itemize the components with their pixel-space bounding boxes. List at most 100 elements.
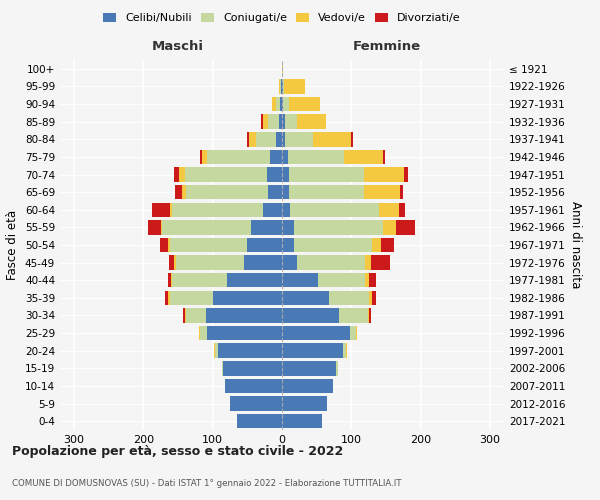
Bar: [223, 361, 282, 376]
Bar: [313, 132, 352, 146]
Bar: [343, 344, 346, 358]
Bar: [185, 168, 267, 181]
Bar: [280, 79, 281, 94]
Bar: [286, 132, 313, 146]
Bar: [176, 256, 244, 270]
Bar: [379, 202, 398, 217]
Bar: [404, 168, 407, 181]
Bar: [369, 273, 376, 287]
Bar: [383, 220, 396, 234]
Text: Popolazione per età, sesso e stato civile - 2022: Popolazione per età, sesso e stato civil…: [12, 444, 343, 458]
Bar: [284, 79, 305, 94]
Bar: [207, 150, 269, 164]
Bar: [152, 202, 170, 217]
Bar: [263, 114, 268, 129]
Bar: [283, 79, 284, 94]
Bar: [282, 185, 289, 200]
Bar: [170, 202, 172, 217]
Bar: [168, 238, 170, 252]
Bar: [398, 202, 406, 217]
Bar: [352, 132, 353, 146]
Bar: [282, 273, 318, 287]
Bar: [175, 256, 176, 270]
Bar: [282, 256, 297, 270]
Bar: [282, 114, 285, 129]
Bar: [289, 168, 364, 181]
Bar: [282, 150, 287, 164]
Bar: [186, 185, 268, 200]
Bar: [282, 378, 332, 393]
Bar: [212, 290, 282, 305]
Bar: [281, 79, 282, 94]
Bar: [282, 396, 327, 411]
Bar: [282, 344, 343, 358]
Bar: [185, 308, 186, 322]
Bar: [169, 256, 175, 270]
Text: Femmine: Femmine: [352, 40, 421, 53]
Bar: [295, 220, 383, 234]
Bar: [282, 414, 322, 428]
Bar: [200, 150, 202, 164]
Bar: [282, 290, 329, 305]
Bar: [256, 132, 277, 146]
Bar: [218, 344, 282, 358]
Bar: [282, 79, 283, 94]
Y-axis label: Fasce di età: Fasce di età: [7, 210, 19, 280]
Bar: [336, 361, 337, 376]
Bar: [269, 150, 282, 164]
Bar: [282, 308, 339, 322]
Bar: [339, 308, 368, 322]
Bar: [283, 97, 289, 112]
Bar: [368, 308, 370, 322]
Text: COMUNE DI DOMUSNOVAS (SU) - Dati ISTAT 1° gennaio 2022 - Elaborazione TUTTITALIA: COMUNE DI DOMUSNOVAS (SU) - Dati ISTAT 1…: [12, 478, 401, 488]
Bar: [251, 220, 282, 234]
Bar: [365, 273, 369, 287]
Bar: [282, 220, 295, 234]
Bar: [297, 114, 326, 129]
Bar: [289, 185, 364, 200]
Legend: Celibi/Nubili, Coniugati/e, Vedovi/e, Divorziati/e: Celibi/Nubili, Coniugati/e, Vedovi/e, Di…: [99, 8, 465, 28]
Bar: [184, 308, 185, 322]
Bar: [166, 290, 168, 305]
Bar: [202, 150, 207, 164]
Bar: [372, 290, 376, 305]
Y-axis label: Anni di nascita: Anni di nascita: [569, 202, 582, 288]
Bar: [297, 256, 365, 270]
Bar: [350, 326, 356, 340]
Bar: [244, 256, 282, 270]
Bar: [170, 238, 247, 252]
Bar: [371, 256, 390, 270]
Bar: [280, 97, 282, 112]
Bar: [171, 273, 172, 287]
Bar: [263, 202, 282, 217]
Bar: [225, 378, 282, 393]
Bar: [247, 238, 282, 252]
Bar: [215, 344, 218, 358]
Bar: [227, 273, 282, 287]
Bar: [383, 150, 385, 164]
Bar: [396, 220, 415, 234]
Bar: [200, 326, 207, 340]
Bar: [381, 238, 394, 252]
Bar: [199, 326, 200, 340]
Bar: [170, 290, 212, 305]
Bar: [329, 290, 370, 305]
Bar: [282, 168, 289, 181]
Bar: [370, 308, 371, 322]
Bar: [346, 344, 347, 358]
Bar: [268, 114, 278, 129]
Bar: [364, 185, 400, 200]
Bar: [186, 308, 206, 322]
Bar: [148, 220, 161, 234]
Bar: [344, 150, 383, 164]
Bar: [230, 396, 282, 411]
Bar: [272, 97, 276, 112]
Bar: [161, 220, 162, 234]
Bar: [276, 97, 280, 112]
Bar: [162, 220, 251, 234]
Bar: [207, 326, 282, 340]
Bar: [167, 273, 171, 287]
Bar: [282, 361, 336, 376]
Bar: [168, 290, 170, 305]
Bar: [172, 202, 263, 217]
